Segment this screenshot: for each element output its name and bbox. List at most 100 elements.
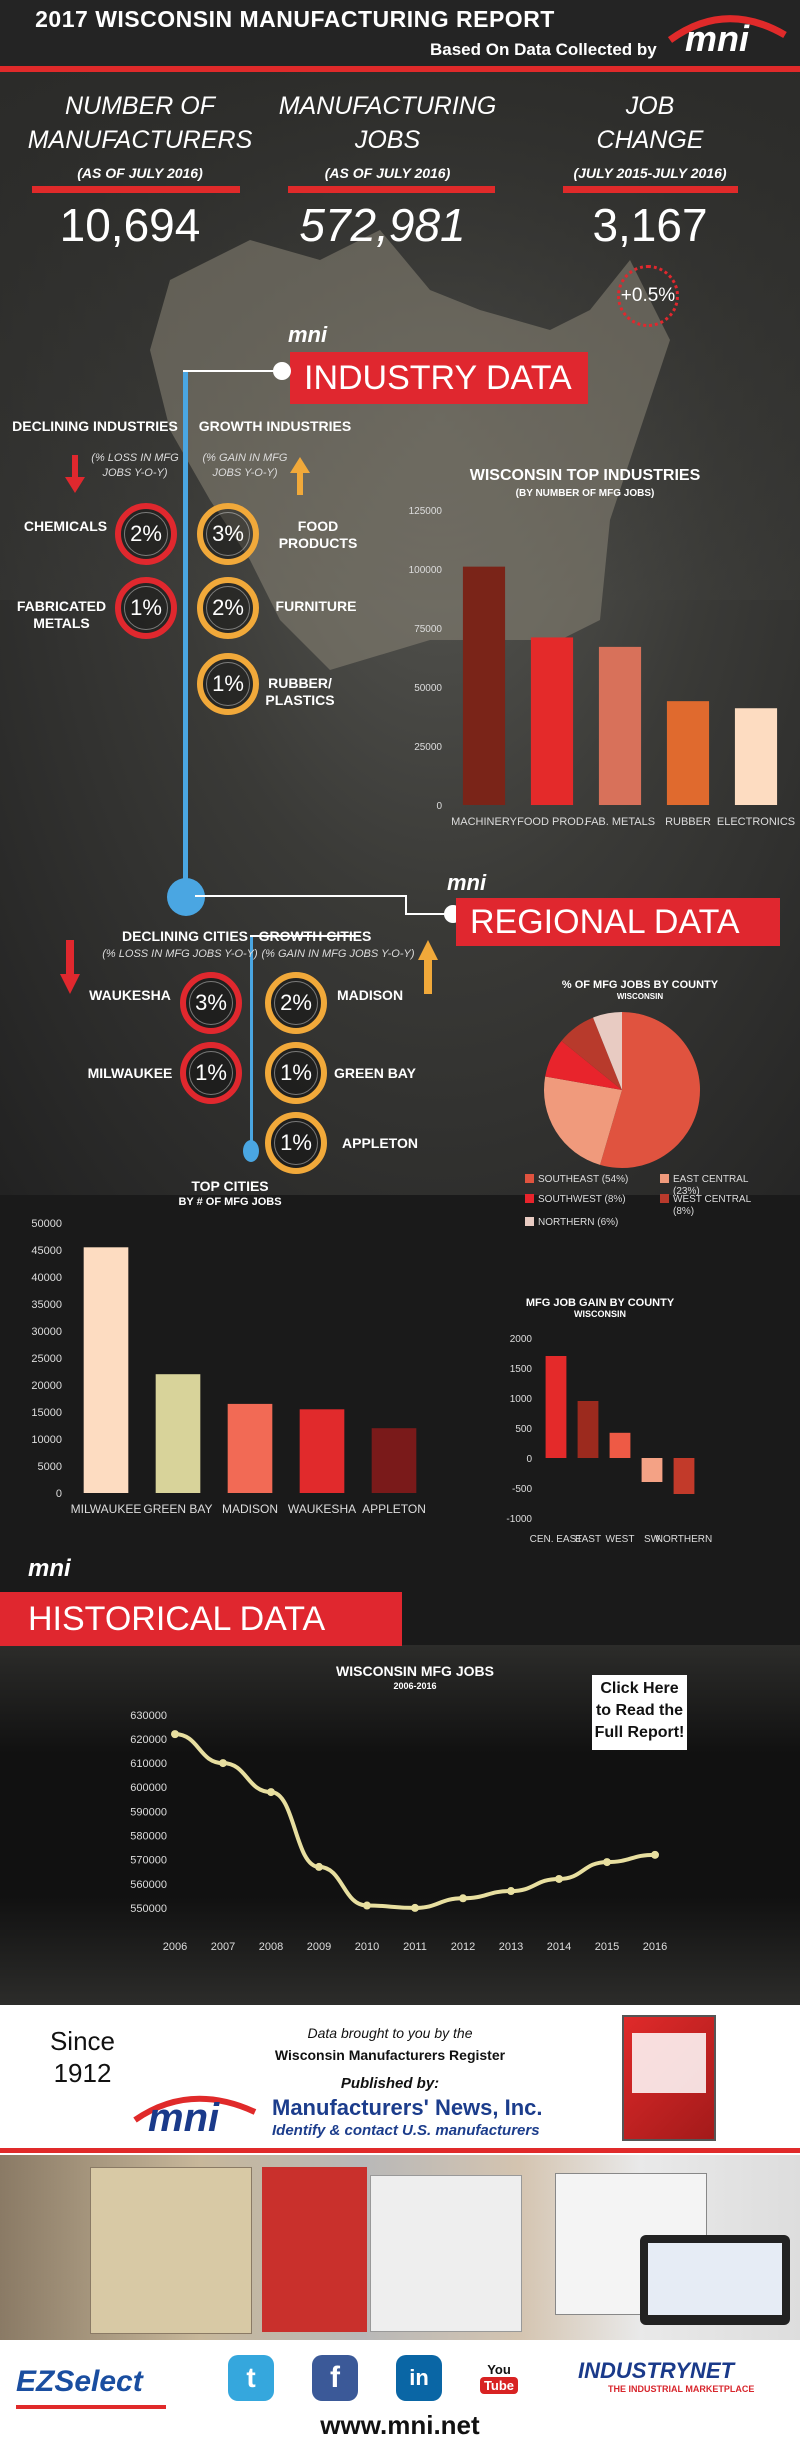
chart-subtitle: WISCONSIN <box>574 1309 626 1319</box>
bar <box>530 637 574 805</box>
mni-small-logo: mni <box>288 322 328 347</box>
city-milwaukee-label: MILWAUKEE <box>87 1065 173 1081</box>
mni-small-logo-regional: mni <box>447 870 487 895</box>
x-tick-label: RUBBER <box>665 816 711 828</box>
x-tick-label: FOOD PROD. <box>517 816 587 828</box>
y-tick-label: 550000 <box>130 1903 167 1915</box>
data-point <box>651 1850 659 1859</box>
y-tick-label: 620000 <box>130 1734 167 1746</box>
bar <box>641 1458 663 1482</box>
growth-cities-title: GROWTH CITIES <box>258 928 372 944</box>
industry-fab-metals-label-l1: FABRICATED <box>16 598 107 614</box>
stat-label-line2: MANUFACTURERS <box>27 126 253 154</box>
pie-slice <box>593 1012 622 1090</box>
industry-fab-metals-label-l2: METALS <box>33 615 90 631</box>
history-photo-collage <box>0 2155 800 2340</box>
pie-slice <box>544 1076 622 1165</box>
data-point <box>219 1759 227 1768</box>
chart-title: TOP CITIES <box>191 1178 268 1194</box>
industry-chemicals-pct: 2% <box>130 521 162 546</box>
legend-swatch <box>525 1174 534 1183</box>
y-tick-label: 610000 <box>130 1758 167 1770</box>
timeline-end-dot <box>167 878 205 916</box>
bar <box>577 1401 599 1458</box>
full-report-link[interactable]: Click Here to Read the Full Report! <box>592 1675 687 1750</box>
industry-chemicals-label: CHEMICALS <box>23 518 108 534</box>
city-waukesha-label: WAUKESHA <box>89 987 171 1003</box>
industrynet-subtext: THE INDUSTRIAL MARKETPLACE <box>608 2384 755 2394</box>
bar <box>545 1356 567 1458</box>
x-tick-label: 2016 <box>643 1941 667 1953</box>
header: 2017 WISCONSIN MANUFACTURING REPORT Base… <box>0 0 800 70</box>
mni-footer-logo-text: mni <box>148 2096 220 2140</box>
legend-swatch <box>660 1174 669 1183</box>
ezselect-logo[interactable]: EZSelect <box>16 2365 196 2415</box>
declining-industries-note-l2: JOBS Y-O-Y) <box>102 467 168 479</box>
y-tick-label: 10000 <box>31 1434 62 1446</box>
y-tick-label: 0 <box>56 1488 62 1500</box>
y-tick-label: 40000 <box>31 1272 62 1284</box>
mni-footer-logo[interactable]: mni <box>130 2090 260 2140</box>
twitter-icon[interactable]: t <box>228 2355 274 2401</box>
y-tick-label: 500 <box>515 1424 532 1435</box>
youtube-icon[interactable]: You Tube <box>476 2355 522 2401</box>
x-tick-label: ELECTRONICS <box>717 816 795 828</box>
stat-value: 572,981 <box>299 199 466 251</box>
y-tick-label: 35000 <box>31 1299 62 1311</box>
data-point <box>507 1887 515 1896</box>
top-industries-chart: WISCONSIN TOP INDUSTRIES (BY NUMBER OF MF… <box>409 467 796 828</box>
x-tick-label: EAST <box>575 1534 601 1545</box>
industrynet-logo[interactable]: INDUSTRYNET THE INDUSTRIAL MARKETPLACE <box>578 2358 778 2408</box>
y-tick-label: 630000 <box>130 1710 167 1722</box>
city-milwaukee-pct: 1% <box>195 1060 227 1085</box>
y-tick-label: -1000 <box>506 1514 532 1525</box>
down-arrow-icon <box>60 940 80 1000</box>
x-tick-label: 2009 <box>307 1941 331 1953</box>
legend-label: SOUTHWEST (8%) <box>538 1194 626 1205</box>
data-point <box>171 1730 179 1739</box>
lower-background <box>0 1195 800 1645</box>
industry-data-banner: INDUSTRY DATA <box>290 352 588 404</box>
chart-subtitle: BY # OF MFG JOBS <box>178 1196 281 1208</box>
pie-slice <box>600 1012 700 1168</box>
regional-connector-h2 <box>405 913 453 915</box>
full-report-line1: Click Here <box>600 1680 679 1697</box>
series-line <box>174 1732 656 1910</box>
report-subtitle: Based On Data Collected by <box>430 40 657 59</box>
historical-jobs-chart: WISCONSIN MFG JOBS 2006-2016 550000 560000 5… <box>130 1663 667 1953</box>
industry-fab-metals-pct: 1% <box>130 595 162 620</box>
city-greenbay-circle: 1% <box>265 1042 327 1104</box>
city-waukesha-circle: 3% <box>180 972 242 1034</box>
x-tick-label: MADISON <box>222 1502 278 1516</box>
timeline-node <box>273 362 291 380</box>
y-tick-label: 100000 <box>409 565 443 576</box>
legend-swatch <box>525 1194 534 1203</box>
city-greenbay-label: GREEN BAY <box>334 1065 416 1081</box>
y-tick-label: 15000 <box>31 1407 62 1419</box>
directory-book-image <box>622 2015 716 2141</box>
linkedin-icon[interactable]: in <box>396 2355 442 2401</box>
facebook-icon[interactable]: f <box>312 2355 358 2401</box>
website-link[interactable]: www.mni.net <box>320 2410 480 2440</box>
industry-furniture-circle: 2% <box>197 577 259 639</box>
x-tick-label: APPLETON <box>362 1502 426 1516</box>
industry-food-pct: 3% <box>212 521 244 546</box>
stat-value: 3,167 <box>592 199 708 251</box>
y-tick-label: 570000 <box>130 1855 167 1867</box>
y-tick-label: 25000 <box>414 742 442 753</box>
data-point <box>267 1788 275 1797</box>
x-tick-label: 2006 <box>163 1941 187 1953</box>
since-label: Since <box>49 2026 116 2056</box>
x-tick-label: 2013 <box>499 1941 523 1953</box>
growth-industries-note-l2: JOBS Y-O-Y) <box>212 467 278 479</box>
chart-subtitle: (BY NUMBER OF MFG JOBS) <box>516 488 655 499</box>
full-report-line2: to Read the <box>595 1702 684 1719</box>
bar <box>666 701 710 805</box>
industry-rubber-pct: 1% <box>212 671 244 696</box>
city-appleton-label: APPLETON <box>342 1135 418 1151</box>
y-tick-label: 1000 <box>510 1394 533 1405</box>
bar <box>155 1374 201 1493</box>
city-madison-label: MADISON <box>336 987 404 1003</box>
x-tick-label: 2008 <box>259 1941 283 1953</box>
